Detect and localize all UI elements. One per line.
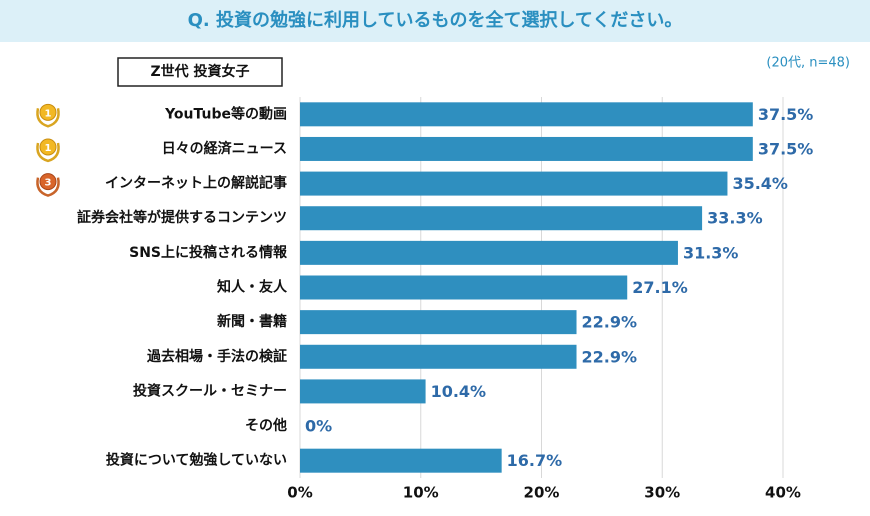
value-label: 33.3% [707,209,763,228]
chart-title: Q. 投資の勉強に利用しているものを全て選択してください。 [188,9,683,31]
bar [300,102,753,127]
value-label: 10.4% [431,382,487,401]
bar [300,206,703,231]
value-label: 37.5% [758,105,814,124]
value-label: 22.9% [582,313,638,332]
category-label: 投資スクール・セミナー [133,382,287,399]
x-tick-label: 0% [287,484,312,502]
category-label: SNS上に投稿される情報 [129,244,288,261]
x-tick-label: 20% [524,484,560,502]
badge [39,103,57,121]
bar [300,240,678,265]
value-label: 0% [305,417,332,436]
category-label: 投資について勉強していない [106,452,287,469]
value-label: 35.4% [732,174,788,193]
category-label: 知人・友人 [217,279,288,296]
badge [39,173,57,191]
subtitle: Z世代 投資女子 [150,63,249,80]
bar [300,310,577,335]
category-label: YouTube等の動画 [164,105,287,122]
category-label: 日々の経済ニュース [162,140,287,157]
bar [300,379,426,404]
badge-laurel [36,177,60,197]
value-label: 37.5% [758,139,814,158]
subtitle-box [117,57,283,87]
value-label: 31.3% [683,243,739,262]
badge [39,138,57,156]
bar [300,136,753,161]
bar [300,275,628,300]
category-label: 証券会社等が提供するコンテンツ [77,209,287,226]
badge-rank: 3 [45,178,52,189]
bar [300,171,728,196]
value-label: 22.9% [582,347,638,366]
category-label: 過去相場・手法の検証 [146,348,287,365]
x-tick-label: 30% [644,484,680,502]
category-label: インターネット上の解説記事 [105,175,287,192]
x-tick-label: 40% [765,484,801,502]
category-label: その他 [245,417,287,434]
x-tick-label: 10% [403,484,439,502]
value-label: 16.7% [507,451,563,470]
badge-laurel [36,142,60,163]
badge-rank: 1 [45,108,52,119]
bar [300,448,502,473]
title-banner [0,0,870,42]
badge-laurel [36,108,60,128]
category-label: 新聞・書籍 [217,313,287,330]
value-label: 27.1% [632,278,688,297]
badge-rank: 1 [45,143,52,154]
sample-note: (20代, n=48) [766,56,850,71]
bar [300,344,577,369]
